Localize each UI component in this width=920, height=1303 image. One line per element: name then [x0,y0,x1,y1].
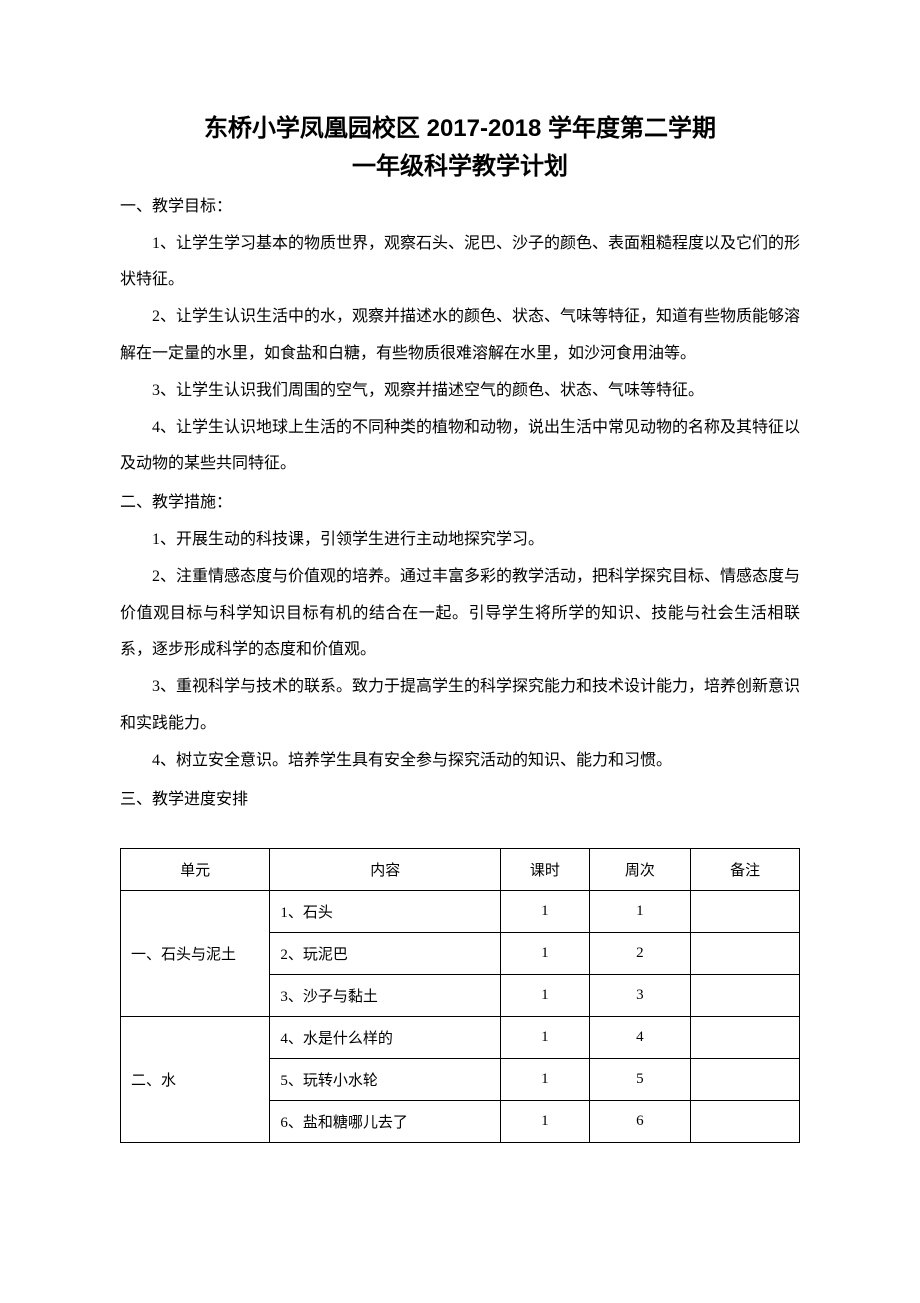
cell-week: 6 [589,1101,691,1143]
cell-notes [691,1101,800,1143]
section-2-paragraph-4: 4、树立安全意识。培养学生具有安全参与探究活动的知识、能力和习惯。 [120,743,800,780]
cell-notes [691,1017,800,1059]
cell-hours: 1 [501,1101,589,1143]
header-week: 周次 [589,849,691,891]
cell-unit: 二、水 [121,1017,270,1143]
section-1-paragraph-1: 1、让学生学习基本的物质世界，观察石头、泥巴、沙子的颜色、表面粗糙程度以及它们的… [120,226,800,300]
cell-notes [691,975,800,1017]
table-header-row: 单元 内容 课时 周次 备注 [121,849,800,891]
cell-notes [691,933,800,975]
header-notes: 备注 [691,849,800,891]
cell-content: 6、盐和糖哪儿去了 [270,1101,501,1143]
section-3-heading: 三、教学进度安排 [120,782,800,819]
cell-hours: 1 [501,933,589,975]
table-row: 一、石头与泥土 1、石头 1 1 [121,891,800,933]
cell-content: 2、玩泥巴 [270,933,501,975]
section-1-paragraph-2: 2、让学生认识生活中的水，观察并描述水的颜色、状态、气味等特征，知道有些物质能够… [120,299,800,373]
document-title-line2: 一年级科学教学计划 [120,148,800,186]
cell-content: 4、水是什么样的 [270,1017,501,1059]
table-row: 二、水 4、水是什么样的 1 4 [121,1017,800,1059]
cell-unit: 一、石头与泥土 [121,891,270,1017]
document-title-line1: 东桥小学凤凰园校区 2017-2018 学年度第二学期 [120,110,800,148]
cell-hours: 1 [501,1059,589,1101]
cell-week: 4 [589,1017,691,1059]
section-2-paragraph-3: 3、重视科学与技术的联系。致力于提高学生的科学探究能力和技术设计能力，培养创新意… [120,669,800,743]
header-unit: 单元 [121,849,270,891]
section-2-paragraph-2: 2、注重情感态度与价值观的培养。通过丰富多彩的教学活动，把科学探究目标、情感态度… [120,559,800,669]
cell-content: 1、石头 [270,891,501,933]
cell-week: 5 [589,1059,691,1101]
cell-hours: 1 [501,891,589,933]
header-content: 内容 [270,849,501,891]
cell-notes [691,891,800,933]
cell-hours: 1 [501,1017,589,1059]
section-1-paragraph-4: 4、让学生认识地球上生活的不同种类的植物和动物，说出生活中常见动物的名称及其特征… [120,410,800,484]
cell-content: 5、玩转小水轮 [270,1059,501,1101]
cell-notes [691,1059,800,1101]
cell-hours: 1 [501,975,589,1017]
section-2-paragraph-1: 1、开展生动的科技课，引领学生进行主动地探究学习。 [120,522,800,559]
section-1-heading: 一、教学目标： [120,189,800,226]
cell-week: 1 [589,891,691,933]
cell-week: 2 [589,933,691,975]
cell-week: 3 [589,975,691,1017]
section-1-paragraph-3: 3、让学生认识我们周围的空气，观察并描述空气的颜色、状态、气味等特征。 [120,373,800,410]
header-hours: 课时 [501,849,589,891]
schedule-table: 单元 内容 课时 周次 备注 一、石头与泥土 1、石头 1 1 2、玩泥巴 1 … [120,848,800,1143]
cell-content: 3、沙子与黏土 [270,975,501,1017]
section-2-heading: 二、教学措施： [120,485,800,522]
